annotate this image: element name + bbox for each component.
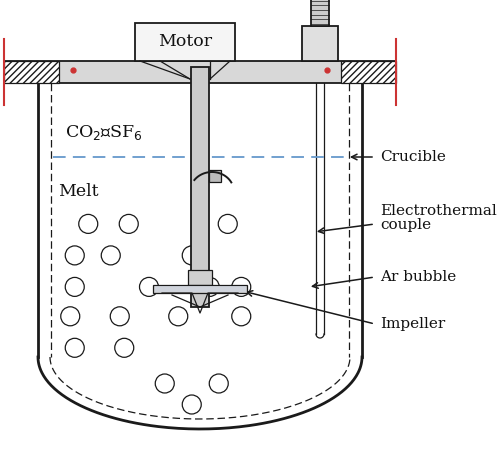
Text: Crucible: Crucible xyxy=(380,150,446,164)
Text: Electrothermal: Electrothermal xyxy=(380,204,497,218)
Bar xyxy=(341,61,396,83)
Text: Impeller: Impeller xyxy=(380,317,445,331)
Bar xyxy=(152,285,247,293)
Bar xyxy=(188,270,212,285)
Bar xyxy=(209,170,221,182)
Bar xyxy=(191,67,209,307)
Bar xyxy=(154,286,245,292)
Text: couple: couple xyxy=(380,218,431,232)
Text: Ar bubble: Ar bubble xyxy=(380,270,456,284)
Text: Melt: Melt xyxy=(58,183,99,201)
Text: CO$_2$、SF$_6$: CO$_2$、SF$_6$ xyxy=(65,122,143,141)
Text: Motor: Motor xyxy=(158,34,212,50)
Bar xyxy=(135,23,235,61)
Bar xyxy=(4,61,396,83)
Bar xyxy=(311,0,329,26)
Bar xyxy=(4,61,59,83)
Bar xyxy=(302,26,338,61)
